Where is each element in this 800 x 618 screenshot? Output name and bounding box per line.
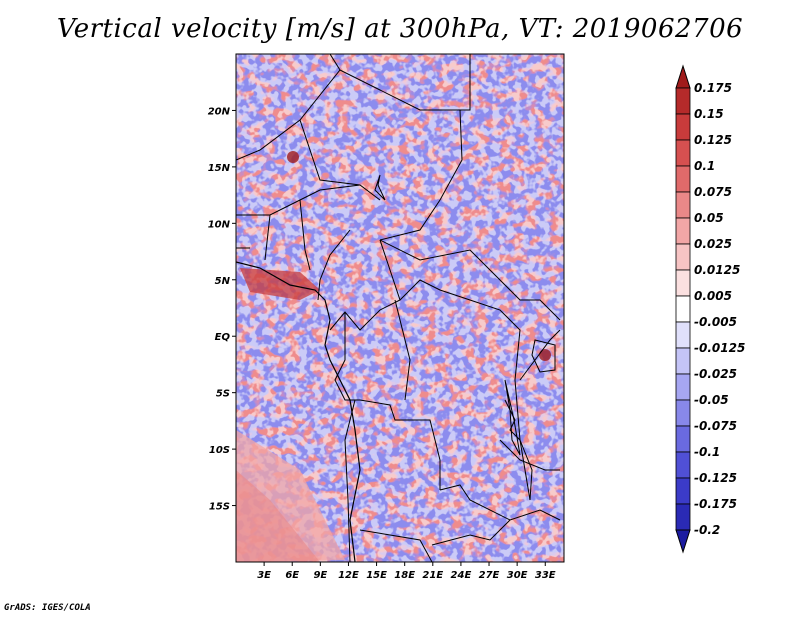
lon-tick-label: 6E bbox=[285, 570, 299, 581]
lon-tick-label: 15E bbox=[366, 570, 387, 581]
colorbar-swatch bbox=[675, 269, 691, 297]
colorbar-label: -0.175 bbox=[694, 497, 737, 511]
colorbar-label: -0.0125 bbox=[694, 341, 745, 355]
lon-tick-label: 30E bbox=[507, 570, 528, 581]
colorbar-swatch bbox=[675, 165, 691, 193]
colorbar-min-arrow bbox=[675, 529, 691, 554]
velocity-field bbox=[236, 54, 564, 562]
lat-tick-label: 10S bbox=[209, 445, 230, 456]
longitude-axis: 3E 6E 9E 12E 15E 18E 21E 24E 27E 30E 33E bbox=[257, 562, 556, 581]
lat-tick-label: 20N bbox=[208, 106, 231, 117]
colorbar-swatch bbox=[675, 451, 691, 479]
colorbar-label: -0.125 bbox=[694, 471, 737, 485]
colorbar-label: 0.125 bbox=[694, 133, 732, 147]
colorbar-label: 0.005 bbox=[694, 289, 732, 303]
credit-label: GrADS: IGES/COLA bbox=[4, 603, 91, 613]
lat-tick-label: 5N bbox=[215, 276, 231, 287]
colorbar-label: 0.05 bbox=[694, 211, 724, 225]
colorbar-swatch bbox=[675, 425, 691, 453]
coastline bbox=[236, 261, 361, 562]
lat-tick-label: EQ bbox=[215, 332, 231, 343]
colorbar-label: -0.05 bbox=[694, 393, 729, 407]
lon-tick-label: 18E bbox=[394, 570, 415, 581]
colorbar-label: 0.0125 bbox=[694, 263, 740, 277]
colorbar-swatch bbox=[675, 503, 691, 531]
colorbar: 0.175 0.15 0.125 0.1 0.075 0.05 0.025 0.0125 0.0… bbox=[675, 64, 745, 554]
lon-tick-label: 24E bbox=[451, 570, 472, 581]
lon-tick-label: 21E bbox=[422, 570, 443, 581]
colorbar-swatch bbox=[675, 139, 691, 167]
colorbar-label: -0.2 bbox=[694, 523, 720, 537]
lat-tick-label: 15N bbox=[208, 163, 231, 174]
lakes bbox=[374, 174, 556, 501]
colorbar-label: 0.15 bbox=[694, 107, 724, 121]
country-borders bbox=[236, 54, 561, 562]
colorbar-label: 0.075 bbox=[694, 185, 732, 199]
lon-tick-label: 9E bbox=[313, 570, 327, 581]
colorbar-swatch bbox=[675, 321, 691, 349]
lon-tick-label: 33E bbox=[535, 570, 556, 581]
colorbar-max-arrow bbox=[675, 64, 691, 89]
lon-tick-label: 12E bbox=[338, 570, 359, 581]
map-frame bbox=[235, 53, 565, 563]
lon-tick-label: 3E bbox=[257, 570, 271, 581]
lat-tick-label: 5S bbox=[216, 389, 230, 400]
colorbar-label: 0.175 bbox=[694, 81, 732, 95]
colorbar-swatch bbox=[675, 295, 691, 323]
colorbar-swatch bbox=[675, 243, 691, 271]
colorbar-label: -0.1 bbox=[694, 445, 720, 459]
colorbar-swatch bbox=[675, 113, 691, 141]
colorbar-swatch bbox=[675, 191, 691, 219]
colorbar-swatch bbox=[675, 477, 691, 505]
colorbar-swatch bbox=[675, 347, 691, 375]
colorbar-label: -0.005 bbox=[694, 315, 737, 329]
latitude-axis: 20N 15N 10N 5N EQ 5S 10S 15S bbox=[208, 106, 236, 513]
lat-tick-label: 15S bbox=[209, 502, 230, 513]
colorbar-label: -0.025 bbox=[694, 367, 737, 381]
lat-tick-label: 10N bbox=[208, 219, 231, 230]
colorbar-label: 0.025 bbox=[694, 237, 732, 251]
lon-tick-label: 27E bbox=[479, 570, 500, 581]
colorbar-label: -0.075 bbox=[694, 419, 737, 433]
colorbar-swatch bbox=[675, 373, 691, 401]
colorbar-swatch bbox=[675, 217, 691, 245]
colorbar-swatch bbox=[675, 399, 691, 427]
colorbar-swatch bbox=[675, 87, 691, 115]
page-title: Vertical velocity [m/s] at 300hPa, VT: 2… bbox=[56, 14, 744, 44]
colorbar-label: 0.1 bbox=[694, 159, 715, 173]
